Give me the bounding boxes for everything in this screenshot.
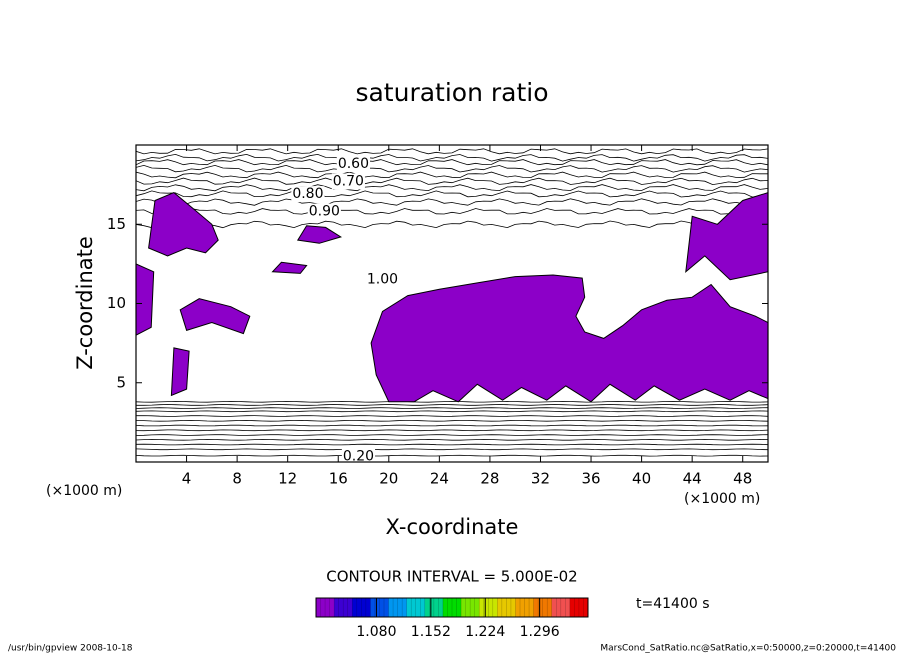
time-label: t=41400 s xyxy=(636,596,710,612)
colorbar-cell xyxy=(406,598,426,617)
shaded-region xyxy=(296,225,343,244)
contour-interval: CONTOUR INTERVAL = 5.000E-02 xyxy=(326,568,577,586)
contour-line xyxy=(136,400,768,403)
colorbar-cell xyxy=(533,598,553,617)
contour-line xyxy=(136,220,768,229)
x-tick-label: 20 xyxy=(379,470,398,488)
contour-label-bg xyxy=(336,156,370,173)
contour-line xyxy=(136,438,768,441)
x-tick-label: 36 xyxy=(581,470,600,488)
x-tick-label: 28 xyxy=(480,470,499,488)
contour-label-bg xyxy=(341,448,376,465)
contour-line xyxy=(136,177,768,186)
contour-line xyxy=(136,443,768,446)
colorbar-frame xyxy=(315,597,589,618)
contour-label: 0.90 xyxy=(309,204,340,220)
colorbar-tick-label: 1.080 xyxy=(356,624,396,640)
contour-line xyxy=(136,153,768,162)
shaded-region xyxy=(370,274,768,403)
contour-line xyxy=(136,198,768,206)
contour-line xyxy=(136,424,768,427)
contour-line xyxy=(136,184,768,192)
colorbar-cell xyxy=(551,598,571,617)
x-tick-label: 8 xyxy=(232,470,242,488)
colorbar-tick-label: 1.224 xyxy=(465,624,505,640)
x-axis-label: X-coordinate xyxy=(386,515,519,539)
x-tick-label: 4 xyxy=(182,470,192,488)
shaded-region xyxy=(179,298,251,335)
colorbar-cell xyxy=(461,598,480,617)
x-tick-label: 32 xyxy=(531,470,550,488)
contour-line xyxy=(136,454,768,457)
x-tick-label: 24 xyxy=(430,470,449,488)
contour-line xyxy=(136,448,768,451)
y-axis-label: Z-coordinate xyxy=(73,236,97,370)
contour-line xyxy=(136,159,768,166)
contour-label: 0.60 xyxy=(338,156,369,172)
colorbar-cell xyxy=(497,598,516,617)
colorbar-cell xyxy=(442,598,462,617)
x-tick-label: 16 xyxy=(329,470,348,488)
colorbar-cell xyxy=(479,598,498,617)
x-tick-label: 40 xyxy=(632,470,651,488)
plot-area xyxy=(136,148,768,457)
shaded-region xyxy=(271,261,308,274)
contour-line xyxy=(136,164,768,173)
y-tick-label: 10 xyxy=(107,294,126,312)
contour-line xyxy=(136,429,768,432)
shaded-region xyxy=(170,347,190,397)
x-unit: (×1000 m) xyxy=(684,491,760,507)
contour-label: 0.80 xyxy=(292,186,323,202)
y-tick-label: 15 xyxy=(107,215,126,233)
contour-label: 1.00 xyxy=(367,272,398,288)
shaded-region xyxy=(148,192,219,257)
colorbar-cell xyxy=(316,598,335,617)
y-unit: (×1000 m) xyxy=(46,483,122,499)
contour-label-bg xyxy=(291,186,325,203)
colorbar-tick-label: 1.296 xyxy=(520,624,560,640)
contour-line xyxy=(136,410,768,413)
colorbar-cell xyxy=(334,598,353,617)
contour-line xyxy=(136,404,768,406)
contour-label-bg xyxy=(365,271,400,288)
footer-left: /usr/bin/gpview 2008-10-18 xyxy=(8,644,133,654)
colorbar-cell xyxy=(352,598,371,617)
footer-right: MarsCond_SatRatio.nc@SatRatio,x=0:50000,… xyxy=(600,644,896,654)
contour-line xyxy=(136,208,768,215)
y-tick-label: 5 xyxy=(116,373,126,391)
contour-line xyxy=(136,434,768,436)
colorbar-cell xyxy=(370,598,390,617)
shaded-region xyxy=(136,263,155,336)
contour-label-bg xyxy=(331,173,365,190)
colorbar-cell xyxy=(424,598,444,617)
x-tick-label: 12 xyxy=(278,470,297,488)
colorbar-cell xyxy=(388,598,408,617)
shaded-region xyxy=(685,192,768,281)
contour-line xyxy=(136,171,768,179)
contour-line xyxy=(136,407,768,409)
contour-label: 0.20 xyxy=(343,448,374,464)
colorbar-cell xyxy=(569,598,589,617)
contour-line xyxy=(136,419,768,422)
contour-label: 0.70 xyxy=(333,173,364,189)
chart-title: saturation ratio xyxy=(355,78,548,107)
contour-line xyxy=(136,415,768,417)
x-tick-label: 48 xyxy=(733,470,752,488)
colorbar-cell xyxy=(515,598,535,617)
contour-label-bg xyxy=(307,203,341,220)
contour-line xyxy=(136,148,768,155)
colorbar-tick-label: 1.152 xyxy=(411,624,451,640)
x-tick-label: 44 xyxy=(683,470,702,488)
contour-line xyxy=(136,190,768,198)
